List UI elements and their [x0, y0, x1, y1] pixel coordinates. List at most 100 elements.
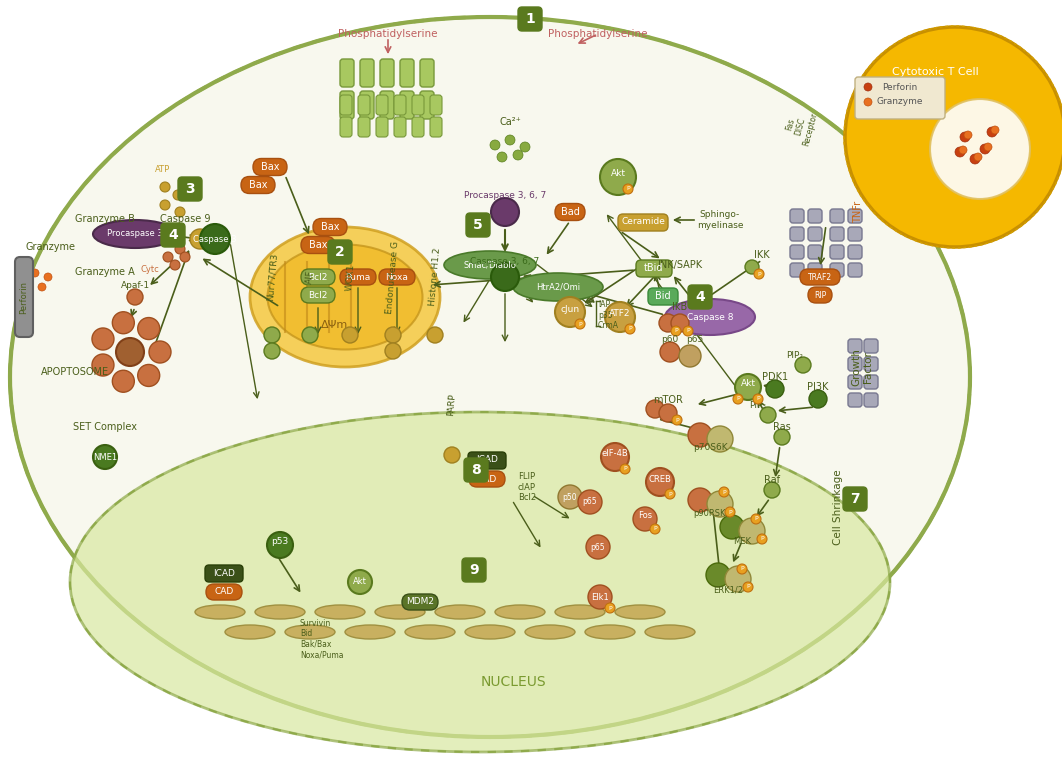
Text: P: P — [722, 489, 725, 495]
Text: NUCLEUS: NUCLEUS — [480, 675, 546, 689]
Text: 4: 4 — [168, 228, 177, 242]
Text: APOPTOSOME: APOPTOSOME — [41, 367, 109, 377]
FancyBboxPatch shape — [301, 287, 335, 303]
FancyBboxPatch shape — [301, 236, 335, 254]
Ellipse shape — [70, 412, 890, 752]
Circle shape — [264, 327, 280, 343]
Circle shape — [984, 143, 992, 151]
Text: Bad: Bad — [561, 207, 580, 217]
Text: P: P — [627, 186, 630, 192]
Ellipse shape — [555, 605, 605, 619]
Text: p65: p65 — [686, 334, 704, 344]
Text: P: P — [578, 321, 582, 327]
Circle shape — [707, 426, 733, 452]
Text: Bax: Bax — [249, 180, 268, 190]
Text: Nur77/TR3: Nur77/TR3 — [266, 252, 278, 301]
Circle shape — [160, 200, 170, 210]
Text: CREB: CREB — [649, 475, 671, 483]
Text: Akt: Akt — [353, 578, 367, 587]
Circle shape — [623, 184, 633, 194]
Circle shape — [138, 364, 159, 387]
Ellipse shape — [93, 220, 177, 248]
Circle shape — [672, 415, 682, 425]
FancyBboxPatch shape — [430, 117, 442, 137]
Circle shape — [179, 252, 190, 262]
Text: Cytc: Cytc — [140, 265, 159, 274]
FancyBboxPatch shape — [847, 245, 862, 259]
Circle shape — [38, 283, 46, 291]
Circle shape — [795, 357, 811, 373]
Circle shape — [650, 524, 660, 534]
Text: 4: 4 — [696, 290, 705, 304]
Text: Ceramide: Ceramide — [621, 218, 665, 226]
Text: p50: p50 — [563, 492, 578, 502]
FancyBboxPatch shape — [379, 269, 415, 285]
Circle shape — [735, 374, 761, 400]
Text: Granzyme: Granzyme — [877, 97, 923, 107]
Text: Procaspase 3: Procaspase 3 — [107, 229, 162, 239]
Circle shape — [491, 198, 519, 226]
Text: FLIP
cIAP
Bcl2: FLIP cIAP Bcl2 — [518, 472, 536, 502]
Text: Granzyme: Granzyme — [25, 242, 75, 252]
FancyBboxPatch shape — [847, 339, 862, 353]
Text: PDK1: PDK1 — [761, 372, 788, 382]
Circle shape — [974, 153, 982, 161]
Ellipse shape — [225, 625, 275, 639]
FancyBboxPatch shape — [253, 159, 287, 176]
Circle shape — [964, 131, 972, 139]
FancyBboxPatch shape — [340, 91, 354, 119]
Text: IAP
p35
CrmA: IAP p35 CrmA — [598, 300, 619, 330]
FancyBboxPatch shape — [808, 245, 822, 259]
FancyBboxPatch shape — [830, 209, 844, 223]
FancyBboxPatch shape — [847, 263, 862, 277]
Circle shape — [44, 273, 52, 281]
Circle shape — [660, 314, 676, 332]
Text: Apaf-1: Apaf-1 — [120, 281, 150, 289]
FancyBboxPatch shape — [790, 227, 804, 241]
Text: RIP: RIP — [813, 291, 826, 299]
Circle shape — [960, 132, 970, 142]
Text: WOX1: WOX1 — [344, 263, 356, 291]
Circle shape — [620, 464, 630, 474]
Circle shape — [601, 443, 629, 471]
Text: Fos: Fos — [638, 512, 652, 521]
FancyBboxPatch shape — [518, 7, 542, 31]
Text: P: P — [675, 417, 679, 423]
Text: 9: 9 — [469, 563, 479, 577]
Text: ATP: ATP — [155, 164, 170, 173]
Circle shape — [646, 468, 674, 496]
Text: Histone H1.2: Histone H1.2 — [428, 248, 442, 307]
FancyBboxPatch shape — [340, 269, 376, 285]
Circle shape — [31, 269, 39, 277]
Circle shape — [845, 27, 1062, 247]
FancyBboxPatch shape — [412, 117, 424, 137]
FancyBboxPatch shape — [847, 357, 862, 371]
FancyBboxPatch shape — [313, 219, 347, 235]
Ellipse shape — [665, 299, 755, 335]
Ellipse shape — [285, 625, 335, 639]
Text: TRAF2: TRAF2 — [808, 272, 832, 281]
Circle shape — [170, 260, 179, 270]
FancyBboxPatch shape — [466, 213, 490, 237]
Text: Smac/Diablo: Smac/Diablo — [463, 261, 516, 269]
FancyBboxPatch shape — [468, 452, 506, 469]
FancyBboxPatch shape — [380, 59, 394, 87]
Circle shape — [864, 83, 872, 91]
Circle shape — [665, 489, 675, 499]
FancyBboxPatch shape — [864, 339, 878, 353]
Circle shape — [588, 585, 612, 609]
Circle shape — [753, 394, 763, 404]
Circle shape — [113, 370, 134, 392]
Text: 5: 5 — [474, 218, 483, 232]
Circle shape — [264, 343, 280, 359]
Text: CAD: CAD — [478, 475, 497, 483]
Ellipse shape — [615, 605, 665, 619]
Circle shape — [113, 311, 134, 334]
Circle shape — [739, 518, 765, 544]
FancyBboxPatch shape — [808, 227, 822, 241]
Text: 2: 2 — [336, 245, 345, 259]
Text: HtrA2/Omi: HtrA2/Omi — [536, 282, 580, 291]
FancyBboxPatch shape — [394, 95, 406, 115]
Text: Fas
DISC
Receptor: Fas DISC Receptor — [782, 107, 819, 147]
Circle shape — [970, 154, 980, 164]
